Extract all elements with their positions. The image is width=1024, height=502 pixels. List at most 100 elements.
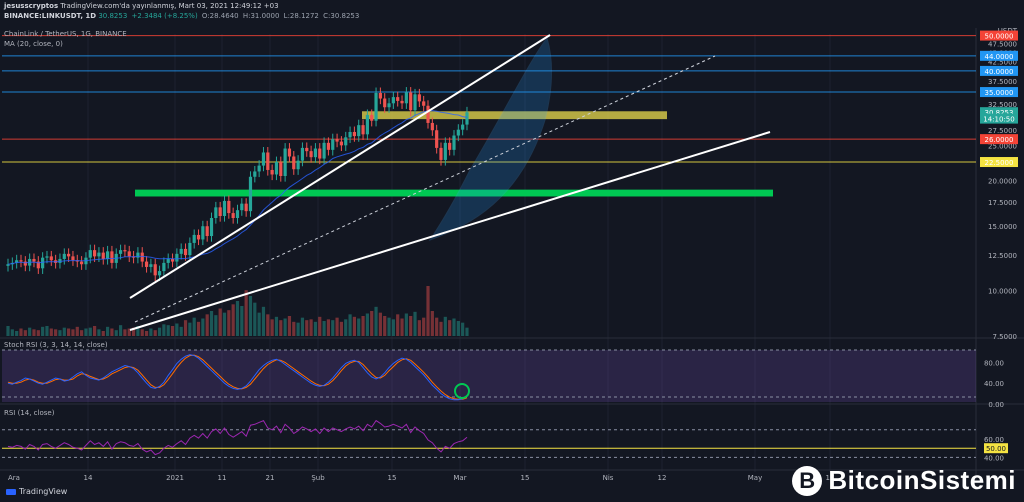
x-tick-label: 14 [84,474,93,482]
volume-bar [326,319,331,336]
stoch-tick-label: 80.00 [984,359,1004,367]
candle-body [296,160,300,170]
candle-body [326,142,331,150]
candle-body [144,261,149,267]
candle-body [417,94,421,102]
candle-body [404,92,408,104]
volume-bar [348,314,352,336]
candle-body [435,130,439,148]
volume-bar [439,321,443,336]
volume-bar [10,329,14,336]
volume-bar [49,328,53,336]
y-tick-label: 20.0000 [988,178,1017,186]
bitcoin-b-icon: B [792,465,823,496]
watermark-text: BitcoinSistemi [828,465,1016,495]
x-tick-label: 12 [658,474,667,482]
candle-body [118,250,123,254]
candle-body [192,234,196,243]
volume-bar [149,328,153,336]
x-tick-label: May [748,474,762,482]
y-tick-label: 32.5000 [988,101,1017,109]
volume-bar [127,328,131,336]
rsi-legend[interactable]: RSI (14, close) [4,409,55,417]
volume-bar [58,330,62,336]
candle-body [344,137,348,146]
channel-upper-line [129,34,551,299]
stoch-k-line [7,354,468,401]
candle-body [279,162,283,176]
price-badge [980,107,1018,118]
ma-legend[interactable]: MA (20, close, 0) [4,40,63,48]
x-tick-label: Nis [603,474,614,482]
candle-body [196,234,201,240]
candle-body [244,203,248,212]
candle-body [45,256,49,258]
volume-bar [227,310,231,336]
volume-bar [183,320,188,336]
volume-bar [123,329,127,336]
candle-body [378,92,382,99]
price-badge [980,134,1018,145]
candle-body [422,101,426,106]
candle-body [188,242,192,256]
y-tick-label: 27.5000 [988,127,1017,135]
candle-body [179,248,183,254]
volume-bar [322,321,326,336]
candle-body [127,251,131,257]
candle-body [313,148,318,158]
rsi-line [7,419,468,456]
legend-title[interactable]: ChainLink / TetherUS, 1G, BINANCE [4,30,127,38]
candle-body [166,258,170,263]
candle-body [357,125,361,137]
tradingview-logo[interactable]: TradingView [6,487,67,496]
volume-bar [387,317,391,336]
candle-body [222,200,227,217]
symbol-label[interactable]: BINANCE:LINKUSDT, 1D [4,12,97,20]
volume-bar [374,306,378,336]
volume-bar [201,318,205,336]
volume-bar [209,311,214,336]
volume-bar [413,311,417,336]
candle-body [183,248,188,256]
green-support-zone [135,189,773,197]
price-badge-text: 14:10:50 [983,116,1014,124]
volume-bar [296,322,300,336]
x-tick-label: 2021 [166,474,184,482]
volume-bar [62,327,66,336]
candle-body [452,135,456,150]
candle-body [201,226,205,240]
volume-bar [339,321,344,336]
y-tick-label: 42.5000 [988,58,1017,66]
publisher-name[interactable]: jesusscryptos [4,2,59,10]
x-tick-label: 15 [388,474,397,482]
yellow-resistance-zone [362,111,667,120]
candle-body [153,264,157,276]
volume-bar [313,321,318,336]
published-text: TradingView.com'da yayınlanmış, Mart 03,… [60,2,279,10]
volume-bar [15,331,19,336]
candle-body [318,148,322,159]
volume-bar [231,304,235,336]
candle-body [214,207,218,219]
candle-body [32,258,36,262]
candle-body [283,148,287,176]
volume-bar [105,326,110,336]
candle-body [105,251,110,259]
price-badge [980,157,1018,168]
candle-body [6,264,10,266]
y-tick-label: 37.5000 [988,78,1017,86]
candle-body [270,169,274,175]
candle-body [335,139,339,142]
volume-bar [80,330,84,336]
stoch-rsi-legend[interactable]: Stoch RSI (3, 3, 14, 14, close) [4,341,108,349]
candle-body [409,92,413,111]
volume-bar [19,328,23,336]
stoch-tick-label: 0.00 [988,401,1004,409]
price-badge-text: 26.0000 [985,136,1014,144]
volume-bar [75,326,79,336]
volume-bar [318,316,322,336]
tradingview-icon [6,488,16,495]
volume-bar [110,328,114,336]
volume-bar [300,317,305,336]
